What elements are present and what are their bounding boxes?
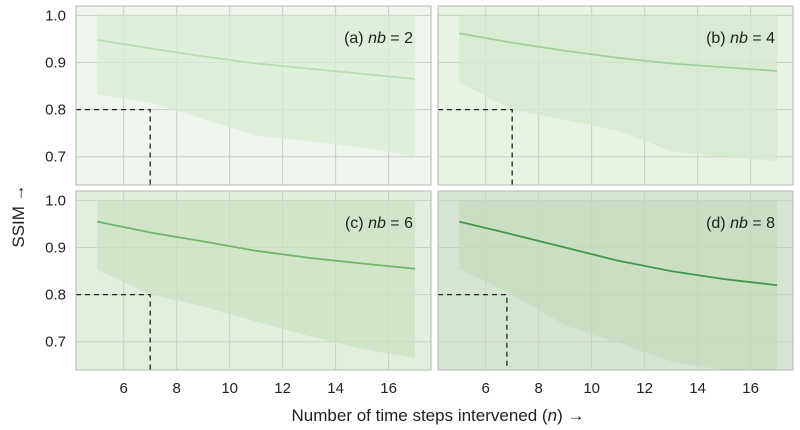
- x-axis-title-var: n: [548, 406, 557, 425]
- panel-label-variable: nb: [730, 30, 748, 47]
- panel-label-prefix: (b): [706, 30, 730, 47]
- panel-label-prefix: (d): [706, 215, 730, 232]
- x-tick-label: 10: [221, 380, 238, 397]
- x-tick-label: 8: [534, 380, 542, 397]
- panel-b: (b) nb = 4: [437, 5, 794, 186]
- panel-d-threshold-guide: [438, 293, 508, 370]
- y-tick-label: 1.0: [45, 7, 66, 24]
- panel-b-frame: [437, 5, 794, 186]
- panel-a-label: (a) nb = 2: [344, 30, 413, 47]
- x-tick-label: 12: [636, 380, 653, 397]
- panel-c-label: (c) nb = 6: [345, 215, 413, 232]
- y-axis-title: SSIM →: [9, 184, 28, 247]
- panel-label-prefix: (c): [345, 215, 368, 232]
- y-tick-label: 0.8: [45, 102, 66, 119]
- panel-label-variable: nb: [368, 215, 386, 232]
- x-tick-label: 12: [274, 380, 291, 397]
- tick-labels-group: 0.7 0.8 0.9 1.0 0.7 0.8 0.9 1.0 6 8 10 12 14 16 6 8 10 12…: [45, 7, 759, 397]
- x-tick-label: 16: [742, 380, 759, 397]
- panel-label-suffix: = 6: [386, 215, 413, 232]
- x-tick-label: 6: [482, 380, 490, 397]
- x-tick-label: 14: [689, 380, 706, 397]
- panel-c: (c) nb = 6: [75, 190, 432, 371]
- panel-label-suffix: = 8: [748, 215, 775, 232]
- x-tick-label: 14: [327, 380, 344, 397]
- panel-c-mean-line: [97, 220, 416, 270]
- y-tick-label: 0.7: [45, 149, 66, 166]
- y-tick-label: 0.8: [45, 287, 66, 304]
- panel-label-prefix: (a): [344, 30, 368, 47]
- panel-d-ssim-band: [459, 200, 778, 370]
- panel-d: (d) nb = 8: [437, 190, 794, 371]
- panel-d-mean-line: [458, 220, 778, 287]
- panel-c-ssim-band: [97, 200, 416, 359]
- panel-c-threshold-guide: [76, 293, 151, 370]
- panel-b-label: (b) nb = 4: [706, 30, 775, 47]
- y-tick-label: 0.7: [45, 334, 66, 351]
- panel-a: (a) nb = 2: [75, 5, 432, 186]
- x-tick-label: 16: [380, 380, 397, 397]
- x-tick-label: 8: [172, 380, 180, 397]
- panel-a-mean-line: [97, 39, 416, 80]
- panel-label-suffix: = 4: [748, 30, 775, 47]
- y-tick-label: 1.0: [45, 192, 66, 209]
- panel-d-frame: [437, 190, 794, 371]
- panels-group: (a) nb = 2 (b) nb = 4 (c) nb = 6 (d) nb = 8: [75, 5, 794, 371]
- panel-a-ssim-band: [97, 15, 416, 157]
- y-tick-label: 0.9: [45, 55, 66, 72]
- panel-d-label: (d) nb = 8: [706, 215, 775, 232]
- panel-label-variable: nb: [730, 215, 748, 232]
- x-axis-title-post: ) →: [557, 406, 584, 425]
- x-axis-title: Number of time steps intervened (n) →: [292, 406, 585, 425]
- panel-a-frame: [75, 5, 432, 186]
- panel-b-threshold-guide: [438, 108, 513, 185]
- panel-label-suffix: = 2: [386, 30, 413, 47]
- panel-b-mean-line: [459, 32, 778, 72]
- x-tick-label: 6: [120, 380, 128, 397]
- panel-c-frame: [75, 190, 432, 371]
- x-axis-title-pre: Number of time steps intervened (: [292, 406, 548, 425]
- panel-b-ssim-band: [459, 15, 778, 162]
- x-tick-label: 10: [583, 380, 600, 397]
- panel-label-variable: nb: [368, 30, 386, 47]
- panel-a-threshold-guide: [76, 108, 151, 185]
- y-tick-label: 0.9: [45, 240, 66, 257]
